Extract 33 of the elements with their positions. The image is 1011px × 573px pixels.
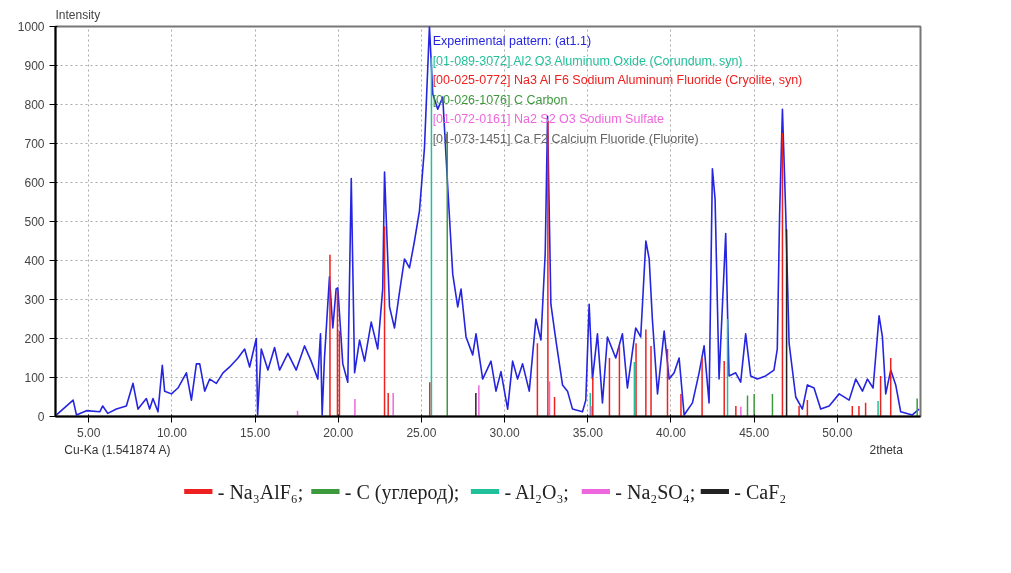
x-tick-label: 5.00 [77,425,101,440]
x-tick-label: 30.00 [489,425,520,440]
annotation: [01-089-3072] Al2 O3 Aluminum Oxide (Corundum, syn) [432,53,743,68]
text: Cu-Ka (1.541874 A) [64,442,171,457]
y-tick-label: 700 [24,137,45,151]
y-tick-label: 900 [24,59,45,73]
y-tick-label: 100 [24,371,45,385]
y-tick-label: 600 [24,176,45,190]
x-tick-label: 35.00 [572,425,604,440]
chart-title: Intensity [55,7,101,22]
y-tick-label: 300 [24,293,45,307]
x-axis-title: 2theta [869,442,904,457]
y-tick-label: 200 [24,332,45,346]
legend-label: - Na₃AlF₆; [217,480,304,503]
x-tick-label: 20.00 [323,425,354,440]
annotation: [00-025-0772] Na3 Al F6 Sodium Aluminum Fluoride (Cryolite, syn) [432,73,803,88]
y-tick-label: 800 [24,98,45,112]
y-tick-label: 1000 [17,20,45,34]
x-tick-label: 10.00 [156,425,188,440]
x-tick-label: 40.00 [655,425,687,440]
x-tick-label: 45.00 [739,425,770,440]
x-tick-label: 25.00 [406,425,437,440]
annotation: Experimental pattern: (at1.1) [432,34,592,49]
x-tick-label: 15.00 [240,425,271,440]
line-series [55,26,920,416]
y-tick-label: 500 [24,215,45,229]
x-tick-label: 50.00 [822,425,853,440]
y-tick-label: 400 [24,254,45,268]
y-tick-label: 0 [37,410,45,424]
legend-label: - C (углерод); [344,480,460,504]
legend-label: - CaF₂ [734,480,787,503]
legend-label: - Al₂O₃; [504,480,569,503]
legend-label: - Na₂SO₄; [615,480,696,503]
